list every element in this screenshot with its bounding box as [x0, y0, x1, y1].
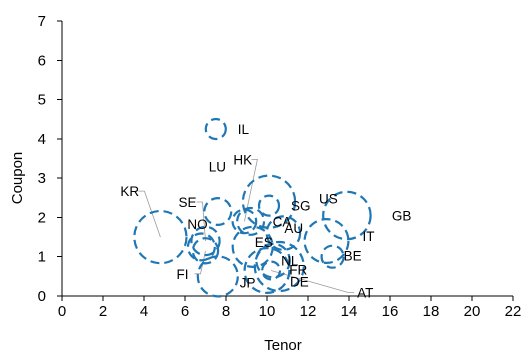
- bubble-label-nl: NL: [281, 254, 299, 269]
- bubble-label-fi: FI: [177, 267, 189, 282]
- bubbles: [133, 117, 372, 298]
- bubble-es: [231, 225, 274, 268]
- axes: [57, 20, 514, 301]
- bubble-label-no: NO: [187, 217, 207, 232]
- leader-lines: [138, 158, 355, 293]
- y-tick-label: 4: [38, 131, 46, 148]
- x-tick-label: 16: [382, 303, 399, 320]
- x-tick-label: 12: [300, 303, 317, 320]
- x-tick-label: 18: [423, 303, 440, 320]
- x-tick-label: 10: [259, 303, 276, 320]
- bubble-at: [261, 260, 282, 281]
- bubble-label-lu: LU: [209, 160, 226, 175]
- bubble-us: [241, 174, 297, 229]
- bubble-label-gb: GB: [392, 209, 412, 224]
- bubble-label-us: US: [319, 192, 338, 207]
- x-tick-label: 0: [58, 303, 66, 320]
- bubble-sg: [257, 194, 281, 217]
- bubble-de: [243, 247, 291, 295]
- y-tick-label: 0: [38, 288, 46, 305]
- bubble-il: [204, 117, 227, 141]
- bubble-au: [265, 215, 302, 251]
- bubble-label-fr: FR: [289, 263, 307, 278]
- x-tick-label: 22: [505, 303, 522, 320]
- y-tick-label: 1: [38, 249, 46, 266]
- bubble-label-ca: CA: [273, 214, 292, 229]
- x-tick-label: 14: [341, 303, 358, 320]
- bubble-label-jp: JP: [240, 275, 256, 290]
- bubble-gb: [322, 190, 372, 241]
- y-tick-label: 3: [38, 170, 46, 187]
- y-tick-label: 6: [38, 52, 46, 69]
- bubble-jp: [196, 255, 239, 298]
- bubble-nl: [255, 242, 291, 279]
- leader-line-at: [270, 270, 355, 293]
- x-tick-label: 6: [181, 303, 189, 320]
- x-axis-title: Tenor: [264, 337, 302, 354]
- bubble-no: [186, 232, 216, 262]
- bubble-label-sg: SG: [291, 199, 311, 214]
- bubble-label-it: IT: [363, 229, 375, 244]
- x-tick-label: 2: [99, 303, 107, 320]
- bubble-lu: [203, 197, 233, 227]
- bubble-label-es: ES: [255, 235, 273, 250]
- leader-line-fi: [194, 250, 206, 275]
- y-tick-label: 2: [38, 209, 46, 226]
- bubble-label-be: BE: [344, 249, 362, 264]
- bubble-it: [303, 218, 350, 265]
- x-tick-label: 4: [140, 303, 148, 320]
- y-axis-title: Coupon: [9, 152, 26, 205]
- bubble-label-kr: KR: [120, 184, 139, 199]
- bubble-label-au: AU: [284, 221, 303, 236]
- bubble-se: [190, 225, 221, 257]
- leader-line-kr: [138, 190, 161, 238]
- bubble-label-de: DE: [290, 275, 309, 290]
- bubble-label-hk: HK: [233, 152, 252, 167]
- y-tick-label: 7: [38, 13, 46, 30]
- x-tick-label: 8: [222, 303, 230, 320]
- bubble-be: [320, 244, 345, 269]
- leader-line-hk: [244, 158, 258, 222]
- bubble-label-il: IL: [238, 122, 250, 137]
- y-tick-label: 5: [38, 92, 46, 109]
- x-tick-label: 20: [464, 303, 481, 320]
- bubble-label-se: SE: [179, 195, 197, 210]
- bubble-kr: [133, 209, 188, 265]
- bubble-fi: [191, 237, 220, 265]
- bubble-hk: [231, 208, 258, 235]
- bubble-label-at: AT: [357, 286, 373, 301]
- bubble-ca: [236, 206, 266, 236]
